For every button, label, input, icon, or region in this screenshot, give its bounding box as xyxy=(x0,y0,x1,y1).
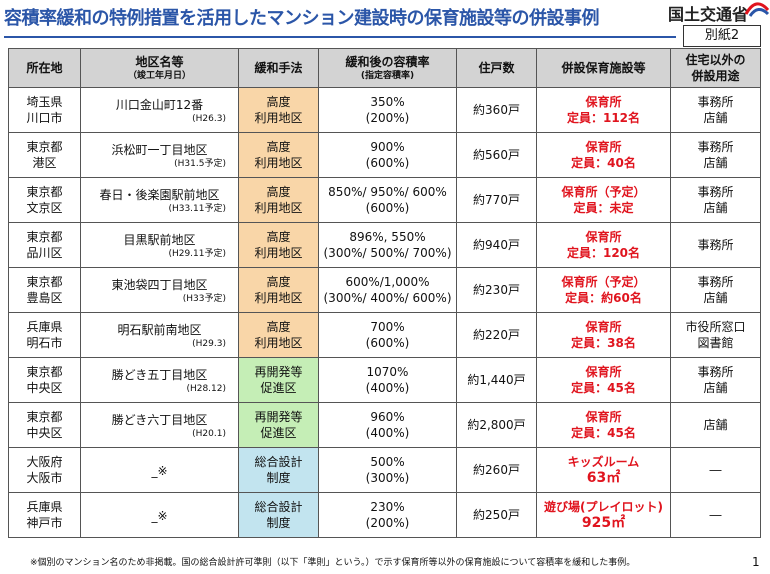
district-cell: 浜松町一丁目地区 (H31.5予定) xyxy=(81,133,239,178)
table-row: 兵庫県 明石市 明石駅前南地区 (H29.3) 高度 利用地区 700% (600%) 約220… xyxy=(9,313,761,358)
units-cell: 約770戸 xyxy=(457,178,537,223)
facility-cell: 遊び場(プレイロット) 925㎡ xyxy=(537,493,671,538)
header-location: 所在地 xyxy=(9,49,81,88)
other-use-cell: 事務所 店舗 xyxy=(671,133,761,178)
units-cell: 約220戸 xyxy=(457,313,537,358)
facility-cell: 保育所 定員：40名 xyxy=(537,133,671,178)
other-use-cell: 事務所 店舗 xyxy=(671,178,761,223)
facility-cell: 保育所（予定） 定員：約60名 xyxy=(537,268,671,313)
district-cell: 川口金山町12番 (H26.3) xyxy=(81,88,239,133)
far-cell: 850%/ 950%/ 600% (600%) xyxy=(319,178,457,223)
method-cell: 総合設計 制度 xyxy=(239,493,319,538)
location-cell: 埼玉県 川口市 xyxy=(9,88,81,133)
other-use-cell: 事務所 店舗 xyxy=(671,88,761,133)
method-cell: 高度 利用地区 xyxy=(239,313,319,358)
method-cell: 高度 利用地区 xyxy=(239,133,319,178)
table-row: 東京都 港区 浜松町一丁目地区 (H31.5予定) 高度 利用地区 900% (600%) 約5… xyxy=(9,133,761,178)
table-row: 東京都 中央区 勝どき六丁目地区 (H20.1) 再開発等 促進区 960% (400%) 約2… xyxy=(9,403,761,448)
table-row: 東京都 品川区 目黒駅前地区 (H29.11予定) 高度 利用地区 896%, 550% (3… xyxy=(9,223,761,268)
appendix-label: 別紙2 xyxy=(683,25,761,47)
method-cell: 高度 利用地区 xyxy=(239,223,319,268)
location-cell: 大阪府 大阪市 xyxy=(9,448,81,493)
method-cell: 総合設計 制度 xyxy=(239,448,319,493)
location-cell: 東京都 中央区 xyxy=(9,358,81,403)
facility-cell: 保育所 定員：45名 xyxy=(537,358,671,403)
units-cell: 約940戸 xyxy=(457,223,537,268)
table-row: 東京都 文京区 春日・後楽園駅前地区 (H33.11予定) 高度 利用地区 850%/ 95… xyxy=(9,178,761,223)
table-header-row: 所在地 地区名等 （竣工年月日） 緩和手法 緩和後の容積率 (指定容積率) 住戸数 … xyxy=(9,49,761,88)
facility-cell: 保育所 定員：120名 xyxy=(537,223,671,268)
header-units: 住戸数 xyxy=(457,49,537,88)
location-cell: 東京都 品川区 xyxy=(9,223,81,268)
units-cell: 約560戸 xyxy=(457,133,537,178)
facility-cell: キッズルーム 63㎡ xyxy=(537,448,671,493)
other-use-cell: 事務所 店舗 xyxy=(671,358,761,403)
method-cell: 高度 利用地区 xyxy=(239,268,319,313)
facility-cell: 保育所 定員：45名 xyxy=(537,403,671,448)
district-cell: _※ xyxy=(81,493,239,538)
far-cell: 350% (200%) xyxy=(319,88,457,133)
location-cell: 兵庫県 明石市 xyxy=(9,313,81,358)
far-cell: 230% (200%) xyxy=(319,493,457,538)
units-cell: 約360戸 xyxy=(457,88,537,133)
page-number: 1 xyxy=(752,554,760,570)
district-cell: 東池袋四丁目地区 (H33予定) xyxy=(81,268,239,313)
page-title: 容積率緩和の特例措置を活用したマンション建設時の保育施設等の併設事例 xyxy=(4,4,664,34)
location-cell: 東京都 港区 xyxy=(9,133,81,178)
district-cell: 明石駅前南地区 (H29.3) xyxy=(81,313,239,358)
location-cell: 東京都 中央区 xyxy=(9,403,81,448)
other-use-cell: 事務所 店舗 xyxy=(671,268,761,313)
method-cell: 高度 利用地区 xyxy=(239,178,319,223)
header-facility: 併設保育施設等 xyxy=(537,49,671,88)
other-use-cell: ― xyxy=(671,448,761,493)
location-cell: 東京都 豊島区 xyxy=(9,268,81,313)
district-cell: 春日・後楽園駅前地区 (H33.11予定) xyxy=(81,178,239,223)
facility-cell: 保育所 定員：38名 xyxy=(537,313,671,358)
district-cell: 勝どき六丁目地区 (H20.1) xyxy=(81,403,239,448)
title-underline xyxy=(4,36,676,38)
district-cell: 目黒駅前地区 (H29.11予定) xyxy=(81,223,239,268)
far-cell: 500% (300%) xyxy=(319,448,457,493)
header-other-use: 住宅以外の 併設用途 xyxy=(671,49,761,88)
units-cell: 約260戸 xyxy=(457,448,537,493)
header-district: 地区名等 （竣工年月日） xyxy=(81,49,239,88)
district-cell: _※ xyxy=(81,448,239,493)
table-row: 埼玉県 川口市 川口金山町12番 (H26.3) 高度 利用地区 350% (200%) 約36… xyxy=(9,88,761,133)
units-cell: 約250戸 xyxy=(457,493,537,538)
location-cell: 兵庫県 神戸市 xyxy=(9,493,81,538)
ministry-logo-icon xyxy=(742,0,770,18)
header-far: 緩和後の容積率 (指定容積率) xyxy=(319,49,457,88)
facility-cell: 保育所（予定） 定員：未定 xyxy=(537,178,671,223)
method-cell: 高度 利用地区 xyxy=(239,88,319,133)
units-cell: 約2,800戸 xyxy=(457,403,537,448)
table-row: 大阪府 大阪市 _※ 総合設計 制度 500% (300%) 約260戸 キッズルーム 63㎡ ― xyxy=(9,448,761,493)
method-cell: 再開発等 促進区 xyxy=(239,403,319,448)
table-row: 兵庫県 神戸市 _※ 総合設計 制度 230% (200%) 約250戸 遊び場(プレイロット)… xyxy=(9,493,761,538)
far-cell: 900% (600%) xyxy=(319,133,457,178)
far-cell: 600%/1,000% (300%/ 400%/ 600%) xyxy=(319,268,457,313)
other-use-cell: 市役所窓口 図書館 xyxy=(671,313,761,358)
other-use-cell: ― xyxy=(671,493,761,538)
far-cell: 896%, 550% (300%/ 500%/ 700%) xyxy=(319,223,457,268)
footnote: ※個別のマンション名のため非掲載。国の総合設計許可準則（以下「準則」という。）で… xyxy=(30,555,740,571)
district-cell: 勝どき五丁目地区 (H28.12) xyxy=(81,358,239,403)
header-method: 緩和手法 xyxy=(239,49,319,88)
far-cell: 960% (400%) xyxy=(319,403,457,448)
far-cell: 700% (600%) xyxy=(319,313,457,358)
facility-cell: 保育所 定員：112名 xyxy=(537,88,671,133)
table-row: 東京都 豊島区 東池袋四丁目地区 (H33予定) 高度 利用地区 600%/1,000% (3… xyxy=(9,268,761,313)
units-cell: 約1,440戸 xyxy=(457,358,537,403)
units-cell: 約230戸 xyxy=(457,268,537,313)
far-cell: 1070% (400%) xyxy=(319,358,457,403)
table-row: 東京都 中央区 勝どき五丁目地区 (H28.12) 再開発等 促進区 1070% (400%)… xyxy=(9,358,761,403)
case-table: 所在地 地区名等 （竣工年月日） 緩和手法 緩和後の容積率 (指定容積率) 住戸数 … xyxy=(8,48,761,538)
method-cell: 再開発等 促進区 xyxy=(239,358,319,403)
other-use-cell: 店舗 xyxy=(671,403,761,448)
other-use-cell: 事務所 xyxy=(671,223,761,268)
location-cell: 東京都 文京区 xyxy=(9,178,81,223)
